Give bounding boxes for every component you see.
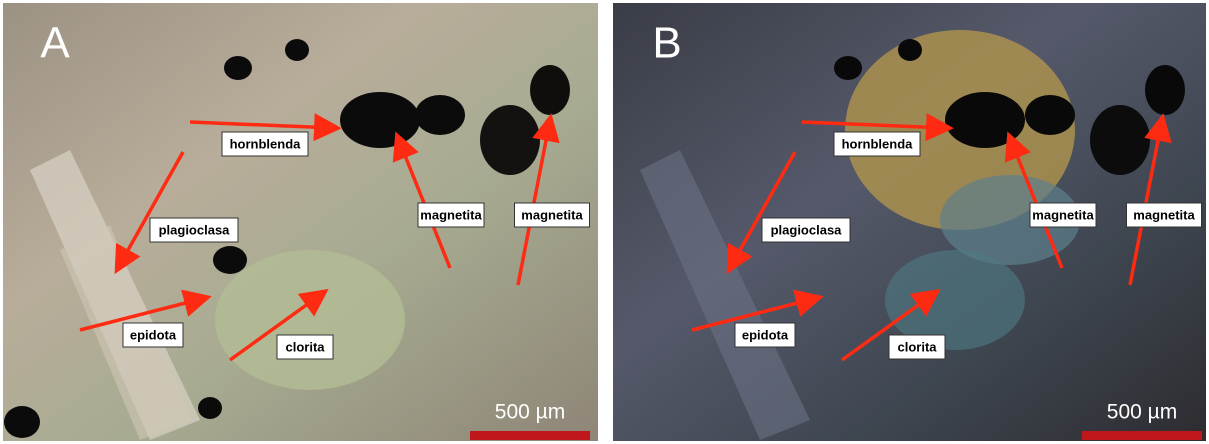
panel-b: hornblenda plagioclasa magnetita magnetita e… bbox=[613, 3, 1206, 441]
mineral-label: clorita bbox=[897, 339, 937, 354]
mineral-label: hornblenda bbox=[230, 136, 302, 151]
panel-a: hornblenda plagioclasa magnetita magnetita e… bbox=[3, 3, 598, 441]
panel-letter: B bbox=[652, 19, 681, 68]
figure: hornblenda plagioclasa magnetita magnetita e… bbox=[0, 0, 1209, 444]
mineral-label: magnetita bbox=[1032, 207, 1094, 222]
mineral-label: magnetita bbox=[521, 207, 583, 222]
mineral-label: plagioclasa bbox=[771, 222, 843, 237]
scale-bar bbox=[1082, 431, 1202, 440]
scale-bar bbox=[470, 431, 590, 440]
mineral-label: magnetita bbox=[420, 207, 482, 222]
mineral-label: clorita bbox=[285, 339, 325, 354]
scale-label: 500 µm bbox=[495, 401, 565, 424]
mineral-label: epidota bbox=[742, 327, 789, 342]
mineral-label: magnetita bbox=[1133, 207, 1195, 222]
mineral-label: epidota bbox=[130, 327, 177, 342]
mineral-label: plagioclasa bbox=[159, 222, 231, 237]
mineral-label: hornblenda bbox=[842, 136, 914, 151]
panel-letter: A bbox=[40, 19, 70, 68]
scale-label: 500 µm bbox=[1107, 401, 1177, 424]
